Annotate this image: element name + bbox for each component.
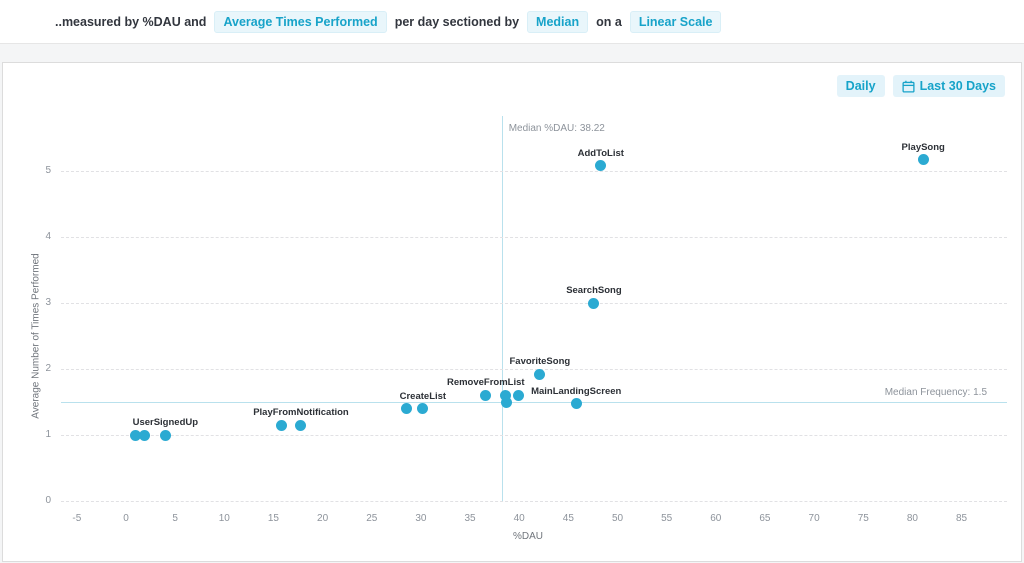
date-range-button[interactable]: Last 30 Days: [892, 75, 1005, 97]
point-label: MainLandingScreen: [531, 385, 622, 397]
point-label: FavoriteSong: [509, 356, 571, 368]
median-y-line: [61, 402, 1007, 403]
y-tick-label: 2: [45, 363, 51, 374]
scatter-point-RemoveFromList[interactable]: [480, 389, 492, 401]
scale-selector-pill[interactable]: Linear Scale: [629, 10, 722, 33]
scatter-point[interactable]: [400, 403, 412, 415]
scatter-point-FavoriteSong[interactable]: [534, 368, 546, 380]
measurement-prefix-text: ..measured by %DAU and: [55, 14, 207, 29]
x-tick-label: 25: [366, 513, 378, 524]
metric-selector-pill[interactable]: Average Times Performed: [214, 10, 387, 33]
x-tick-label: 55: [661, 513, 673, 524]
gridline-y-0: [61, 501, 1007, 502]
chart-card: Daily Last 30 Days Average Number of Tim…: [2, 62, 1022, 562]
x-tick-label: 75: [857, 513, 869, 524]
y-tick-label: 5: [45, 165, 51, 176]
gridline-y-2: [61, 369, 1007, 370]
y-tick-label: 1: [45, 429, 51, 440]
point-label: RemoveFromList: [446, 377, 525, 389]
x-tick-label: 70: [808, 513, 820, 524]
measurement-bar: ..measured by %DAU and Average Times Per…: [0, 0, 1024, 44]
calendar-icon: [902, 80, 915, 93]
point-label: CreateList: [399, 390, 447, 402]
x-tick-label: 40: [513, 513, 525, 524]
scatter-point[interactable]: [139, 429, 151, 441]
scatter-point[interactable]: [130, 429, 142, 441]
point-label: PlayFromNotification: [253, 407, 349, 419]
x-axis-title: %DAU: [512, 531, 543, 542]
scatter-point-SearchSong[interactable]: [588, 297, 600, 309]
x-tick-label: 45: [562, 513, 574, 524]
median-x-line: [501, 116, 503, 501]
gridline-y-3: [61, 303, 1007, 304]
x-tick-label: 0: [123, 513, 129, 524]
date-range-label: Last 30 Days: [919, 79, 996, 93]
x-tick-label: 60: [710, 513, 722, 524]
point-label: AddToList: [577, 147, 624, 159]
scatter-point[interactable]: [512, 389, 524, 401]
y-tick-label: 0: [45, 495, 51, 506]
gridline-y-1: [61, 435, 1007, 436]
on-a-text: on a: [596, 14, 622, 29]
scatter-point-AddToList[interactable]: [595, 160, 607, 172]
x-tick-label: 20: [317, 513, 329, 524]
x-tick-label: -5: [72, 513, 82, 524]
median-y-label: Median Frequency: 1.5: [884, 387, 987, 398]
x-tick-label: 35: [464, 513, 476, 524]
y-axis-title: Average Number of Times Performed: [30, 253, 42, 419]
x-tick-label: 50: [611, 513, 624, 524]
x-tick-label: 65: [759, 513, 771, 524]
scatter-point[interactable]: [499, 389, 511, 401]
scatter-point[interactable]: [275, 419, 287, 431]
y-tick-label: 3: [45, 297, 51, 308]
x-tick-label: 10: [218, 513, 230, 524]
scatter-point-MainLandingScreen[interactable]: [570, 398, 582, 410]
scatter-point-UserSignedUp[interactable]: [159, 429, 171, 441]
chart-toolbar: Daily Last 30 Days: [836, 75, 1005, 97]
point-label: PlaySong: [901, 141, 945, 153]
scatter-point-CreateList[interactable]: [417, 403, 429, 415]
x-tick-label: 85: [955, 513, 968, 524]
y-tick-label: 4: [45, 231, 51, 242]
x-tick-label: 15: [267, 513, 279, 524]
x-tick-label: 5: [172, 513, 178, 524]
point-label: SearchSong: [566, 285, 622, 296]
scatter-point-PlaySong[interactable]: [917, 154, 929, 166]
scatter-point-PlayFromNotification[interactable]: [295, 419, 307, 431]
scatter-point[interactable]: [500, 396, 512, 408]
median-x-label: Median %DAU: 38.22: [508, 123, 605, 134]
gridline-y-5: [61, 171, 1007, 172]
gridline-y-4: [61, 237, 1007, 238]
x-tick-label: 30: [415, 513, 427, 524]
sectioned-by-text: per day sectioned by: [394, 14, 520, 29]
point-label: UserSignedUp: [132, 417, 199, 428]
x-tick-label: 80: [906, 513, 918, 524]
interval-button[interactable]: Daily: [836, 75, 885, 97]
section-mode-pill[interactable]: Median: [527, 10, 589, 33]
